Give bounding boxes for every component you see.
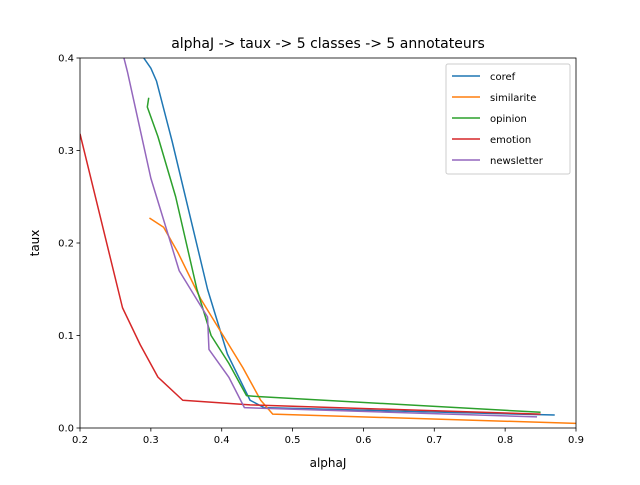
- x-tick-label: 0.6: [355, 435, 371, 446]
- legend-label-newsletter: newsletter: [490, 156, 544, 167]
- legend-label-opinion: opinion: [490, 114, 527, 125]
- series-line-newsletter: [123, 58, 538, 418]
- y-axis-ticks: 0.0 0.1 0.2 0.3 0.4: [58, 54, 80, 435]
- x-axis-ticks: 0.2 0.3 0.4 0.5 0.6 0.7 0.8 0.9: [72, 428, 584, 446]
- y-tick-label: 0.2: [58, 239, 74, 250]
- y-tick-label: 0.4: [58, 54, 74, 65]
- y-tick-label: 0.3: [58, 146, 74, 157]
- plot-frame: [79, 57, 577, 429]
- chart-title: alphaJ -> taux -> 5 classes -> 5 annotat…: [171, 36, 485, 52]
- legend-label-coref: coref: [490, 72, 516, 83]
- x-axis-label: alphaJ: [310, 456, 347, 470]
- x-tick-label: 0.4: [214, 435, 230, 446]
- y-tick-label: 0.0: [58, 424, 74, 435]
- x-tick-label: 0.7: [426, 435, 442, 446]
- y-tick-label: 0.1: [58, 331, 74, 342]
- x-tick-label: 0.9: [568, 435, 584, 446]
- series-line-emotion: [80, 133, 541, 415]
- legend-label-emotion: emotion: [490, 135, 531, 146]
- legend: coref similarite opinion emotion newsletter: [445, 63, 571, 175]
- y-axis-label: taux: [28, 230, 42, 257]
- series-line-similarite: [149, 217, 576, 425]
- legend-box: [445, 63, 571, 175]
- x-tick-label: 0.2: [72, 435, 88, 446]
- x-tick-label: 0.5: [285, 435, 301, 446]
- x-tick-label: 0.8: [497, 435, 513, 446]
- legend-label-similarite: similarite: [490, 93, 536, 104]
- series-layer: [80, 58, 576, 425]
- x-tick-label: 0.3: [143, 435, 159, 446]
